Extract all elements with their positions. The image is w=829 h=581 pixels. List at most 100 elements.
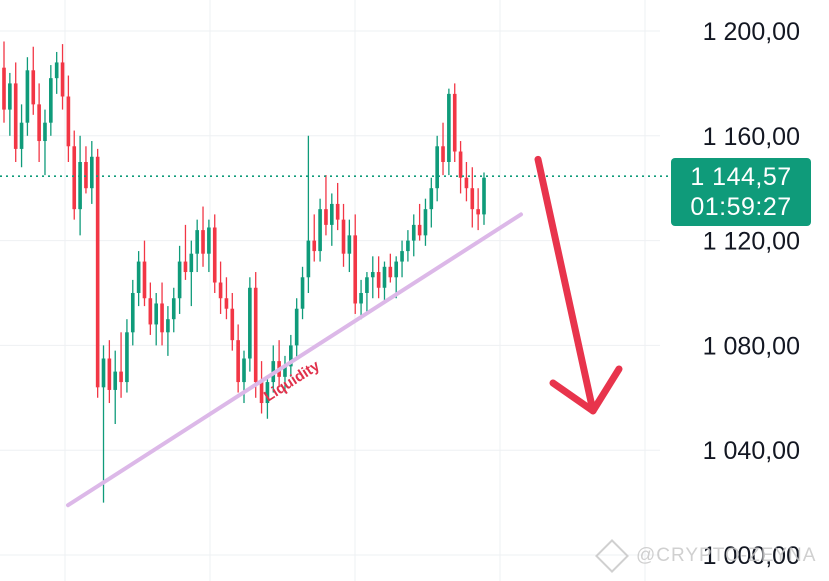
candle-body: [119, 371, 123, 383]
candle: [166, 306, 170, 356]
candle: [189, 240, 194, 307]
candle: [154, 293, 159, 346]
y-tick-label: 1 040,00: [703, 437, 800, 465]
candle: [224, 277, 229, 320]
candle: [452, 83, 457, 162]
candle-body: [370, 272, 375, 278]
candle: [370, 256, 375, 299]
candle-body: [183, 261, 188, 273]
candle-body: [318, 209, 322, 252]
candle: [259, 361, 264, 414]
candle-body: [441, 146, 445, 162]
candle-body: [95, 156, 100, 388]
candle-body: [207, 227, 211, 254]
candle: [54, 51, 59, 94]
candle: [400, 240, 404, 278]
candle: [195, 219, 199, 273]
candle: [248, 277, 252, 372]
price-axis: 1 200,00 1 160,00 1 120,00 1 080,00 1 040,00…: [703, 18, 800, 570]
candle: [382, 261, 387, 304]
candle-body: [335, 203, 340, 220]
candle: [376, 256, 381, 299]
candle-body: [8, 83, 12, 110]
candle-body: [300, 277, 305, 309]
watermark-logo-icon: [595, 539, 629, 573]
candle: [207, 219, 211, 273]
candle: [447, 88, 451, 176]
candle: [107, 340, 112, 404]
candle-body: [78, 162, 82, 210]
candle-body: [435, 146, 439, 189]
candle: [125, 319, 129, 393]
candle-body: [452, 93, 457, 152]
candle-body: [89, 156, 94, 189]
candle-body: [294, 308, 299, 346]
y-tick-label: 1 120,00: [703, 228, 800, 256]
candle-body: [177, 261, 182, 299]
candle: [160, 282, 164, 346]
candle: [43, 109, 47, 176]
candle-body: [142, 261, 147, 299]
candle: [201, 206, 205, 267]
candle-body: [347, 235, 352, 254]
candle-body: [101, 358, 106, 388]
candle: [66, 75, 71, 162]
candle-body: [218, 282, 223, 299]
candle: [136, 251, 141, 307]
candle-body: [289, 345, 293, 367]
candle-body: [230, 308, 235, 341]
current-price-value: 1 144,57: [690, 163, 792, 191]
candle-body: [130, 293, 135, 333]
candle: [476, 188, 480, 231]
candle: [470, 167, 475, 228]
candle-body: [423, 209, 428, 236]
candle-body: [60, 62, 65, 97]
candle: [49, 65, 53, 136]
current-price-tag: 1 144,57 01:59:27: [671, 158, 811, 226]
candle: [212, 214, 217, 293]
arrow-shaft: [534, 155, 597, 415]
candle: [365, 272, 369, 314]
candle-body: [406, 240, 410, 252]
candle: [148, 282, 153, 335]
candle-body: [54, 62, 59, 79]
candle: [31, 46, 36, 115]
candle: [78, 135, 82, 236]
candle: [25, 57, 30, 136]
candle-body: [470, 188, 475, 210]
candle: [294, 298, 299, 359]
candle: [89, 141, 94, 204]
candle-body: [253, 287, 258, 383]
candle-body: [136, 261, 141, 293]
candle: [113, 350, 118, 424]
candle: [318, 198, 322, 262]
y-tick-label: 1 080,00: [703, 332, 800, 360]
candle-body: [148, 298, 153, 325]
candle: [8, 72, 12, 136]
candle-body: [248, 287, 252, 359]
candle-body: [376, 272, 381, 288]
candle-body: [189, 253, 194, 273]
candle: [171, 287, 176, 333]
candle: [388, 253, 393, 283]
candle-body: [212, 227, 217, 283]
candle: [435, 135, 439, 202]
candle: [130, 279, 135, 346]
candle-body: [464, 177, 469, 189]
watermark: @CRYPTO-ZEYNA: [595, 539, 816, 573]
candle-body: [417, 224, 422, 236]
candle-body: [429, 188, 434, 210]
candle-body: [49, 78, 53, 123]
candle-body: [195, 230, 199, 254]
candle: [95, 148, 100, 398]
y-tick-label: 1 000,00: [703, 542, 800, 570]
candle-body: [113, 371, 118, 390]
candle: [218, 261, 223, 314]
candle-body: [224, 298, 229, 309]
candle-body: [13, 83, 18, 149]
candle: [429, 177, 434, 228]
candle-body: [66, 96, 71, 147]
candle-body: [37, 104, 41, 142]
candle: [423, 198, 428, 246]
